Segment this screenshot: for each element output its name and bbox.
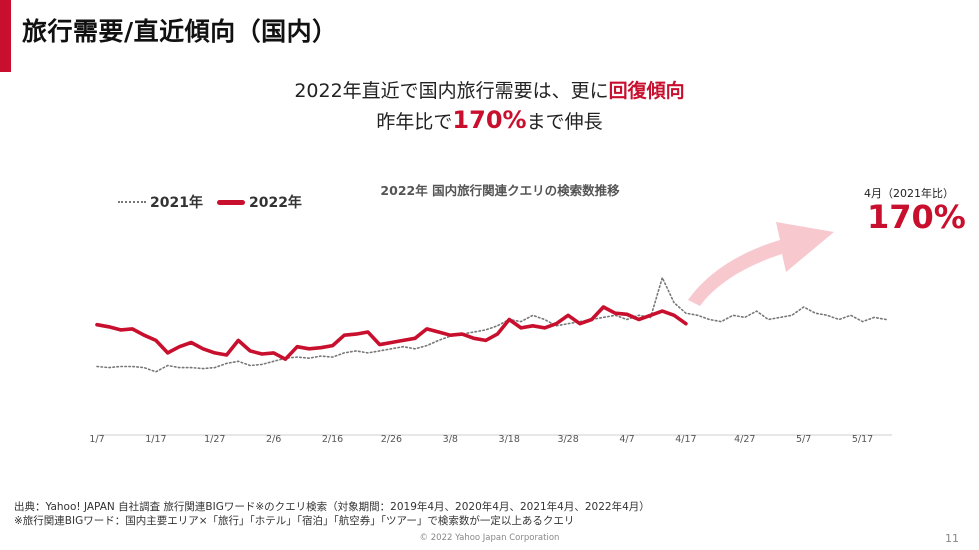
- trend-arrow-icon: [688, 222, 834, 306]
- source-footnote: ※旅行関連BIGワード：国内主要エリア×「旅行」「ホテル」「宿泊」「航空券」「ツ…: [14, 515, 575, 527]
- x-tick-label: 4/7: [619, 434, 634, 445]
- x-tick-label: 3/8: [443, 434, 458, 445]
- x-tick-label: 2/16: [322, 434, 343, 445]
- legend-swatch-2021: [118, 201, 146, 203]
- headline-line1-emphasis: 回復傾向: [608, 80, 685, 102]
- copyright: © 2022 Yahoo Japan Corporation: [419, 533, 560, 543]
- legend-swatch-2022: [216, 199, 245, 205]
- headline-line1: 2022年直近で国内旅行需要は、更に回復傾向: [0, 76, 979, 103]
- headline-line2: 昨年比で170%まで伸長: [0, 106, 979, 134]
- page-number: 11: [945, 532, 959, 545]
- headline-line1-text: 2022年直近で国内旅行需要は、更に: [294, 80, 609, 102]
- legend-label-2022: 2022年: [248, 195, 302, 211]
- headline-line2-emphasis: 170%: [452, 106, 527, 134]
- callout-label: 4月（2021年比）: [864, 187, 954, 200]
- legend-item-2022: 2022年: [216, 192, 302, 212]
- x-tick-label: 5/17: [852, 434, 873, 445]
- chart-title: 2022年 国内旅行関連クエリの検索数推移: [380, 183, 620, 198]
- legend-label-2021: 2021年: [150, 195, 203, 211]
- callout-value: 170%: [867, 198, 966, 236]
- x-tick-label: 3/18: [499, 434, 520, 445]
- headline-line2-text: 昨年比で: [376, 111, 453, 133]
- x-tick-label: 5/7: [796, 434, 811, 445]
- title-accent-bar: [0, 0, 11, 72]
- x-tick-label: 1/7: [89, 434, 104, 445]
- series-line-2021: [96, 276, 887, 373]
- x-tick-label: 1/27: [204, 434, 225, 445]
- legend-item-2021: 2021年: [118, 192, 203, 212]
- chart-legend: 2021年 2022年: [118, 192, 316, 212]
- x-tick-label: 1/17: [145, 434, 166, 445]
- x-tick-label: 2/26: [381, 434, 402, 445]
- series-line-2022: [95, 305, 688, 362]
- x-tick-label: 2/6: [266, 434, 281, 445]
- page-title: 旅行需要/直近傾向（国内）: [22, 17, 338, 46]
- x-tick-label: 4/17: [675, 434, 696, 445]
- source-note: 出典：Yahoo! JAPAN 自社調査 旅行関連BIGワード※のクエリ検索（対…: [14, 501, 650, 513]
- x-tick-label: 3/28: [557, 434, 578, 445]
- headline-line2-suffix: まで伸長: [526, 111, 603, 133]
- x-tick-label: 4/27: [734, 434, 755, 445]
